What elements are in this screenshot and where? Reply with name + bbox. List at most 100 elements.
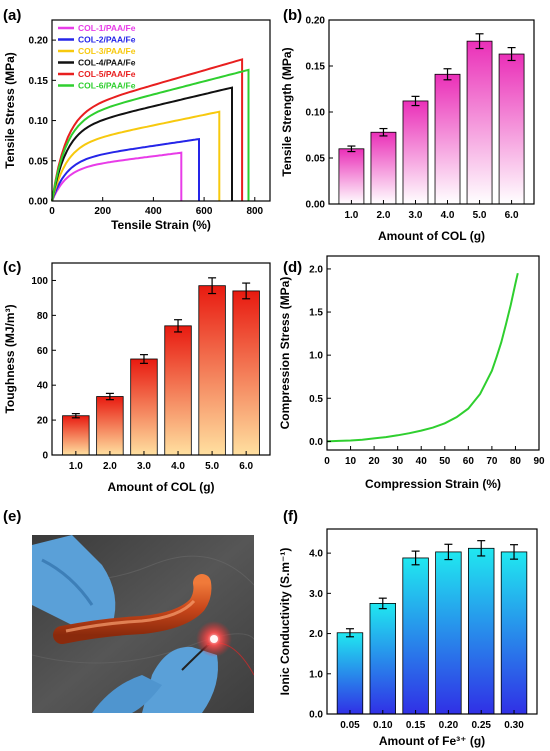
panel-label-f: (f) (283, 508, 298, 525)
x-axis-title-b: Amount of COL (g) (378, 229, 485, 243)
x-tick-label: 30 (392, 456, 404, 467)
series-line-1 (51, 151, 183, 202)
bar-4 (164, 325, 192, 456)
legend-label-5: COL-5/PAA/Fe (78, 69, 136, 79)
x-tick-label: 0.15 (406, 720, 426, 731)
x-tick-label: 0.25 (471, 720, 491, 731)
bar-4 (434, 73, 461, 205)
x-tick-label: 400 (145, 206, 162, 217)
y-tick-label: 0.05 (306, 154, 326, 165)
panel-label-c: (c) (3, 259, 21, 276)
bar-6 (500, 551, 528, 715)
x-axis-title-c: Amount of COL (g) (107, 480, 214, 494)
panel-a-tensile-curves: (a) 0 200 400 600 800 0.00 0.05 0.10 0.15 0.20 Tens… (3, 7, 271, 232)
legend-label-2: COL-2/PAA/Fe (78, 35, 136, 45)
y-tick-label: 0.0 (309, 437, 323, 448)
y-tick-label: 20 (37, 416, 49, 427)
y-tick-label: 0.10 (29, 116, 49, 127)
x-axis-title-f: Amount of Fe³⁺ (g) (379, 734, 485, 748)
x-tick-label: 4.0 (171, 461, 185, 472)
series-line-6 (51, 68, 250, 202)
panel-label-d: (d) (283, 259, 302, 276)
legend-label-3: COL-3/PAA/Fe (78, 46, 136, 56)
plot-frame-d (326, 255, 540, 451)
y-tick-label: 3.0 (309, 589, 323, 600)
y-tick-label: 0.00 (29, 197, 49, 208)
bar-3 (402, 557, 429, 715)
x-tick-label: 0.30 (504, 720, 524, 731)
x-tick-label: 0 (49, 206, 55, 217)
x-tick-label: 4.0 (441, 210, 455, 221)
x-tick-label: 10 (345, 456, 357, 467)
y-tick-label: 4.0 (309, 549, 323, 560)
bar-5 (468, 547, 495, 715)
y-tick-label: 60 (37, 346, 49, 357)
bar-5 (466, 40, 493, 205)
y-tick-label: 0.15 (29, 76, 49, 87)
x-tick-label: 70 (486, 456, 498, 467)
bar-1 (62, 415, 90, 456)
panel-c-toughness: (c) 1.0 2.0 3.0 4.0 5.0 6.0 0 20 40 60 80 100 Amount … (3, 259, 271, 494)
y-tick-label: 0.10 (306, 108, 326, 119)
x-tick-label: 0.05 (340, 720, 360, 731)
panel-label-a: (a) (3, 7, 21, 24)
x-tick-label: 50 (439, 456, 451, 467)
bar-2 (370, 131, 397, 205)
x-tick-label: 6.0 (505, 210, 519, 221)
x-tick-label: 0.20 (439, 720, 459, 731)
y-tick-label: 1.0 (309, 669, 323, 680)
plot-frame-f (326, 528, 538, 715)
y-axis-title-c: Toughness (MJ/m³) (3, 304, 17, 413)
x-tick-label: 40 (416, 456, 428, 467)
x-tick-label: 1.0 (69, 461, 83, 472)
y-tick-label: 40 (37, 381, 49, 392)
x-tick-label: 20 (369, 456, 381, 467)
y-tick-label: 0.20 (306, 16, 326, 27)
y-axis-title-f: Ionic Conductivity (S.m⁻¹) (278, 548, 292, 696)
legend-label-4: COL-4/PAA/Fe (78, 58, 136, 68)
bar-1 (336, 632, 364, 715)
plot-frame-a (51, 19, 271, 202)
bar-3 (130, 358, 158, 456)
y-tick-label: 0.5 (309, 394, 323, 405)
y-tick-label: 2.0 (309, 629, 323, 640)
y-axis-title-a: Tensile Stress (MPa) (3, 52, 17, 168)
y-tick-label: 1.5 (309, 308, 323, 319)
x-tick-label: 3.0 (409, 210, 423, 221)
bar-2 (369, 603, 396, 715)
x-tick-label: 2.0 (103, 461, 117, 472)
y-axis-title-d: Compression Stress (MPa) (278, 277, 292, 430)
legend-label-1: COL-1/PAA/Fe (78, 23, 136, 33)
y-tick-label: 0 (42, 451, 48, 462)
plot-frame-c (51, 262, 271, 456)
x-tick-label: 5.0 (473, 210, 487, 221)
legend-label-6: COL-6/PAA/Fe (78, 81, 136, 91)
y-tick-label: 1.0 (309, 351, 323, 362)
x-tick-label: 0.10 (373, 720, 393, 731)
bar-3 (402, 100, 429, 205)
bar-1 (338, 148, 365, 205)
y-tick-label: 0.20 (29, 36, 49, 47)
bar-4 (435, 551, 462, 715)
x-tick-label: 60 (463, 456, 475, 467)
y-tick-label: 2.0 (309, 264, 323, 275)
series-line-3 (51, 110, 221, 202)
x-axis-title-a: Tensile Strain (%) (111, 218, 211, 232)
x-tick-label: 600 (196, 206, 213, 217)
panel-b-tensile-strength: (b) 1.0 2.0 3.0 4.0 5.0 6.0 0.00 0.05 0.10 0.15 0.2… (280, 7, 535, 243)
panel-label-e: (e) (3, 508, 21, 525)
x-tick-label: 5.0 (205, 461, 219, 472)
y-axis-title-b: Tensile Strength (MPa) (280, 47, 294, 176)
series-line-4 (51, 86, 233, 202)
x-tick-label: 6.0 (239, 461, 253, 472)
x-axis-title-d: Compression Strain (%) (365, 477, 501, 491)
plot-frame-b (328, 19, 535, 205)
panel-e-photo-panel: (e) (3, 508, 21, 525)
y-tick-label: 0.00 (306, 200, 326, 211)
panel-label-b: (b) (283, 7, 302, 24)
x-tick-label: 800 (246, 206, 263, 217)
x-tick-label: 80 (510, 456, 522, 467)
x-tick-label: 200 (94, 206, 111, 217)
x-tick-label: 90 (533, 456, 545, 467)
